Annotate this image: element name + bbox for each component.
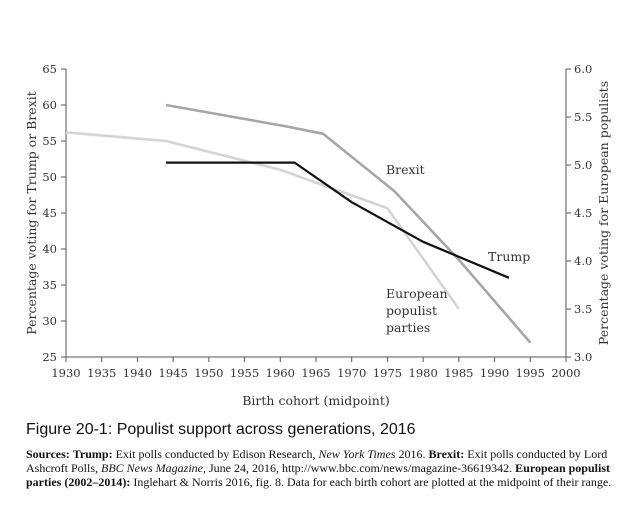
left-y-axis-title: Percentage voting for Trump or Brexit xyxy=(24,91,39,335)
brexit-series-line xyxy=(165,103,532,344)
left-y-tick-label: 55 xyxy=(42,134,57,148)
x-axis-title: Birth cohort (midpoint) xyxy=(242,393,390,408)
x-tick-label: 1960 xyxy=(266,366,295,380)
left-y-tick-label: 50 xyxy=(42,170,57,184)
x-tick-label: 1995 xyxy=(516,366,545,380)
x-tick-label: 1980 xyxy=(409,366,438,380)
left-y-tick-label: 25 xyxy=(42,350,57,364)
european-populist-parties-series-line xyxy=(65,131,460,310)
populist-support-chart: 1930 1935 1940 1945 1950 1955 1960 1965 1970 1975… xyxy=(24,62,611,408)
right-y-axis-ticks: 3.0 3.5 4.0 4.5 5.0 5.5 6.0 xyxy=(566,62,592,364)
x-tick-label: 1970 xyxy=(337,366,366,380)
brexit-series-label: Brexit xyxy=(386,162,425,177)
left-y-tick-label: 30 xyxy=(42,314,57,328)
right-y-tick-label: 5.0 xyxy=(574,158,592,172)
trump-series-label: Trump xyxy=(488,249,530,264)
x-tick-label: 1950 xyxy=(194,366,223,380)
left-y-axis-ticks: 25 30 35 40 45 50 55 60 65 xyxy=(42,62,66,364)
x-tick-label: 1955 xyxy=(230,366,259,380)
x-axis-ticks: 1930 1935 1940 1945 1950 1955 1960 1965 1970 1975… xyxy=(51,357,581,380)
right-y-tick-label: 4.0 xyxy=(574,254,592,268)
x-tick-label: 1945 xyxy=(159,366,188,380)
trump-source-label: Trump: xyxy=(72,447,113,461)
right-y-tick-label: 6.0 xyxy=(574,62,592,76)
brexit-source-text: Exit polls conducted by Lord Ashcroft Po… xyxy=(26,447,608,475)
x-tick-label: 2000 xyxy=(551,366,580,380)
european-series-label-line2: populist xyxy=(386,303,437,318)
trump-source-publication: New York Times xyxy=(318,447,396,461)
right-y-tick-label: 3.0 xyxy=(574,350,592,364)
left-y-tick-label: 60 xyxy=(42,98,57,112)
x-tick-label: 1935 xyxy=(87,366,116,380)
right-y-tick-label: 3.5 xyxy=(574,302,592,316)
trump-series-line xyxy=(166,161,510,279)
right-y-tick-label: 4.5 xyxy=(574,206,592,220)
x-tick-label: 1975 xyxy=(373,366,402,380)
brexit-source-date: , June 24, 2016, http://www.bbc.com/news… xyxy=(203,461,513,475)
trump-source-year: 2016. xyxy=(398,447,426,461)
series-lines xyxy=(65,103,532,344)
x-tick-label: 1930 xyxy=(51,366,80,380)
right-y-axis-title: Percentage voting for European populists xyxy=(596,81,611,345)
figure-caption: Figure 20-1: Populist support across gen… xyxy=(26,421,416,438)
x-tick-label: 1990 xyxy=(480,366,509,380)
plot-frame xyxy=(65,69,567,358)
left-y-tick-label: 45 xyxy=(42,206,57,220)
left-y-tick-label: 65 xyxy=(42,62,57,76)
trump-source-text: Exit polls conducted by Edison Research, xyxy=(115,447,316,461)
european-series-label-line1: European xyxy=(386,286,448,301)
european-source-label: European populist parties (2002–2014): xyxy=(26,461,610,489)
brexit-source-publication: BBC News Magazine xyxy=(101,461,203,475)
european-series-label-line3: parties xyxy=(386,320,430,335)
x-tick-label: 1940 xyxy=(123,366,152,380)
figure-sources: Sources: Trump: Exit polls conducted by … xyxy=(26,447,626,489)
x-tick-label: 1965 xyxy=(301,366,330,380)
sources-label: Sources: xyxy=(26,447,70,461)
right-y-tick-label: 5.5 xyxy=(574,110,592,124)
x-tick-label: 1985 xyxy=(444,366,473,380)
brexit-source-label: Brexit: xyxy=(428,447,465,461)
left-y-tick-label: 35 xyxy=(42,278,57,292)
european-source-text: Inglehart & Norris 2016, fig. 8. Data fo… xyxy=(133,475,612,489)
left-y-tick-label: 40 xyxy=(42,242,57,256)
